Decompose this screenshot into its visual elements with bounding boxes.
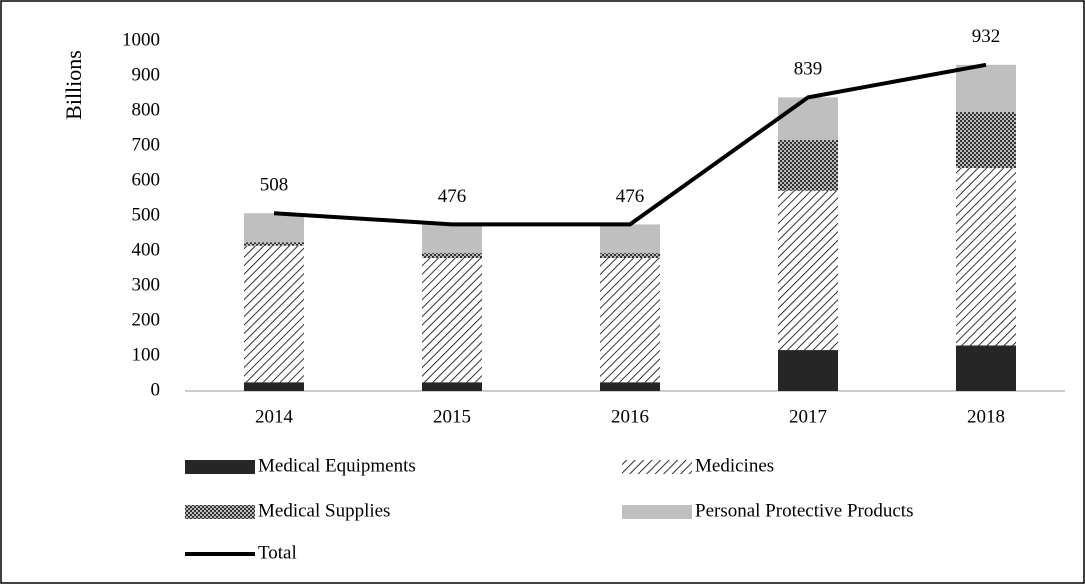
bar-segment	[778, 350, 838, 391]
bar-segment	[956, 168, 1016, 346]
bar-segment	[244, 213, 304, 243]
bar-segment	[956, 345, 1016, 391]
bar-segment	[422, 253, 482, 258]
bar-segment	[244, 242, 304, 246]
y-tick-label: 800	[132, 99, 161, 120]
y-tick-label: 500	[132, 204, 161, 225]
legend-label: Medical Supplies	[258, 500, 390, 521]
legend-swatch	[185, 460, 255, 474]
legend-swatch	[185, 505, 255, 519]
bar-segment	[956, 112, 1016, 169]
data-label: 476	[616, 186, 645, 207]
bar-segment	[244, 245, 304, 383]
y-tick-label: 300	[132, 274, 161, 295]
bar-segment	[600, 224, 660, 254]
y-tick-label: 1000	[122, 29, 160, 50]
y-axis-label: Billions	[61, 50, 86, 120]
x-tick-label: 2015	[433, 406, 471, 427]
legend-swatch	[622, 505, 692, 519]
bar-segment	[600, 382, 660, 391]
x-tick-label: 2014	[255, 406, 294, 427]
bar-segment	[244, 382, 304, 391]
bar-segment	[422, 224, 482, 254]
x-tick-label: 2016	[611, 406, 649, 427]
bar-segment	[778, 190, 838, 351]
y-tick-label: 600	[132, 169, 161, 190]
bar-segment	[956, 64, 1016, 113]
legend-label: Personal Protective Products	[695, 500, 913, 521]
y-tick-label: 100	[132, 344, 161, 365]
bar-segment	[778, 140, 838, 191]
legend-label: Medicines	[695, 455, 774, 476]
y-tick-label: 200	[132, 309, 161, 330]
bar-segment	[600, 253, 660, 258]
legend-swatch	[622, 460, 692, 474]
bar-segment	[600, 258, 660, 383]
x-tick-label: 2018	[967, 406, 1005, 427]
y-tick-label: 400	[132, 239, 161, 260]
data-label: 476	[438, 186, 467, 207]
data-label: 508	[260, 175, 289, 196]
y-tick-label: 700	[132, 134, 161, 155]
y-tick-label: 900	[132, 64, 161, 85]
legend-label: Total	[258, 542, 297, 563]
bar-segment	[778, 97, 838, 141]
data-label: 932	[972, 26, 1001, 47]
y-tick-label: 0	[151, 379, 161, 400]
total-line	[273, 62, 987, 227]
bar-segment	[422, 382, 482, 391]
bar-segment	[422, 258, 482, 383]
data-label: 839	[794, 59, 823, 80]
x-tick-label: 2017	[789, 406, 827, 427]
legend-label: Medical Equipments	[258, 455, 416, 476]
